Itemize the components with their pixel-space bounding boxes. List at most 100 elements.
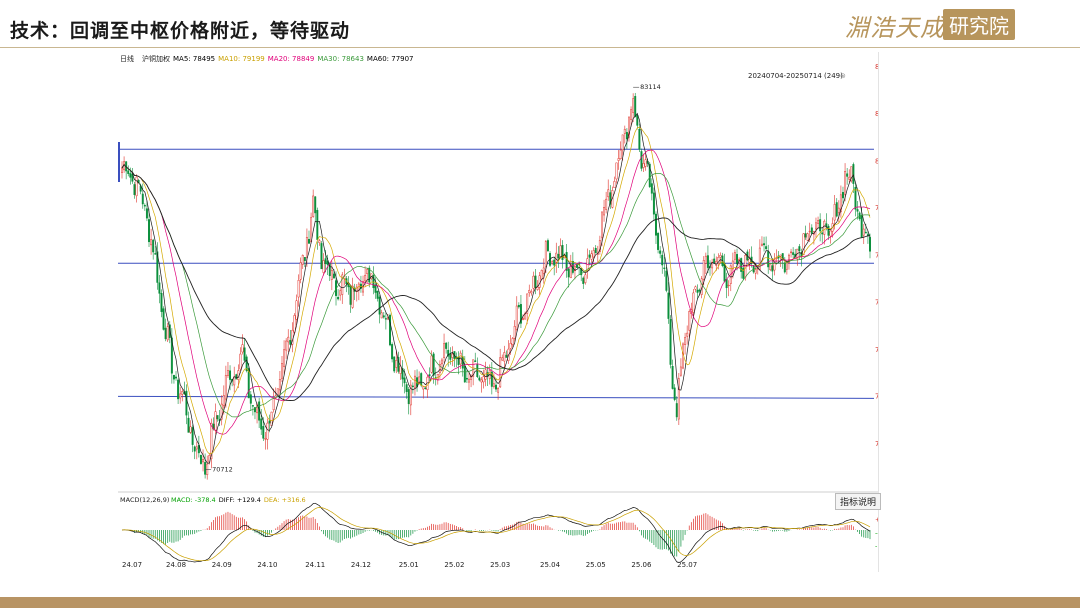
candle-body: [860, 215, 863, 238]
candle-body: [490, 371, 493, 387]
candle-body: [216, 415, 219, 420]
candle-body: [305, 236, 308, 258]
candle-body: [145, 208, 148, 219]
time-tick-label: 25.03: [490, 561, 510, 569]
candle-body: [283, 349, 286, 367]
candle-body: [748, 258, 751, 263]
candle-body: [644, 159, 647, 167]
candle-body: [220, 403, 223, 420]
candle-body: [278, 379, 281, 391]
candle-body: [316, 210, 319, 240]
price-tick-label: 73103: [875, 393, 878, 401]
ma-legend-item: MA20: 78849: [268, 55, 315, 63]
candle-body: [511, 338, 514, 345]
ma-legend-item: MA30: 78643: [317, 55, 364, 63]
candle-body: [468, 378, 470, 383]
price-tick-label: 71563: [875, 440, 878, 448]
candle-body: [609, 192, 612, 205]
candle-body: [815, 222, 817, 230]
candle-body: [561, 245, 564, 260]
candle-body: [229, 370, 232, 380]
candle-body: [241, 344, 244, 353]
candle-body: [486, 372, 489, 377]
candle-body: [688, 311, 691, 331]
candle-body: [869, 237, 871, 252]
candle-body: [719, 254, 722, 258]
candle-body: [143, 205, 146, 207]
lock-icon[interactable]: ⊜: [840, 72, 846, 80]
candle-body: [351, 285, 354, 308]
candle-body: [162, 308, 165, 330]
time-tick-label: 24.12: [351, 561, 371, 569]
candle-body: [852, 164, 855, 184]
candle-body: [567, 268, 570, 278]
candle-body: [642, 163, 645, 168]
candle-body: [191, 427, 194, 445]
macd-tick-label: -498.9: [875, 529, 878, 537]
candle-body: [540, 270, 543, 280]
moving-average-lines: [121, 112, 871, 464]
macd-name: MACD(12,26,9): [120, 496, 169, 504]
candle-body: [555, 252, 558, 263]
candle-body: [224, 375, 227, 400]
candle-body: [401, 368, 404, 380]
candle-body: [846, 173, 849, 177]
candle-body: [576, 264, 579, 268]
candle-body: [281, 363, 283, 379]
candle-body: [740, 258, 743, 272]
candle-body: [330, 270, 333, 280]
candle-body: [663, 267, 666, 269]
candle-body: [617, 158, 620, 161]
indicator-help-button[interactable]: 指标说明: [835, 493, 882, 510]
time-tick-label: 25.04: [540, 561, 561, 569]
date-range-label[interactable]: 20240704-20250714 (249): [748, 72, 843, 80]
time-axis: 24.07 24.08 24.09 24.10 24.11 24.12 25.01 25.02…: [122, 561, 697, 569]
ma-legend-item: MA60: 77907: [367, 55, 414, 63]
candle-body: [376, 290, 379, 299]
candle-body: [254, 407, 256, 413]
candle-body: [765, 246, 768, 250]
candle-body: [465, 377, 468, 380]
candle-body: [806, 233, 809, 241]
candle-body: [584, 274, 587, 283]
candle-body: [854, 186, 857, 210]
candle-body: [842, 192, 844, 199]
candle-body: [474, 360, 477, 362]
candle-body: [497, 388, 500, 393]
slide-title: 技术：回调至中枢价格附近，等待驱动: [10, 20, 351, 42]
candle-body: [337, 297, 340, 300]
candle-body: [808, 230, 811, 233]
ma-legend: MA5: 78495 MA10: 79199 MA20: 78849 MA30: 78…: [173, 55, 414, 63]
candle-body: [121, 167, 123, 173]
candle-body: [754, 269, 757, 274]
candle-body: [368, 267, 371, 283]
candle-body: [204, 462, 207, 475]
candle-body: [150, 239, 153, 246]
time-tick-label: 25.02: [444, 561, 464, 569]
candle-body: [154, 253, 157, 255]
candle-body: [621, 134, 624, 151]
candle-body: [613, 181, 616, 189]
candle-body: [226, 370, 229, 376]
candle-body: [181, 391, 184, 395]
extreme-markers: 83114 70712: [205, 83, 661, 473]
candle-body: [318, 240, 321, 243]
candle-body: [634, 96, 637, 117]
candle-body: [262, 426, 265, 439]
candle-body: [266, 422, 269, 440]
candle-body: [382, 315, 385, 318]
candle-body: [829, 230, 832, 237]
candle-body: [532, 275, 535, 289]
candle-body: [573, 265, 576, 272]
candle-body: [856, 209, 859, 212]
candle-body: [127, 170, 130, 174]
price-tick-label: 79223: [875, 204, 878, 212]
candle-body: [536, 286, 539, 290]
price-tick-label: 83803: [875, 63, 878, 71]
candle-body: [704, 255, 707, 264]
candle-body: [792, 252, 795, 255]
candle-body: [713, 258, 716, 264]
candle-body: [438, 364, 441, 373]
candle-body: [526, 293, 529, 314]
candle-body: [270, 411, 273, 426]
